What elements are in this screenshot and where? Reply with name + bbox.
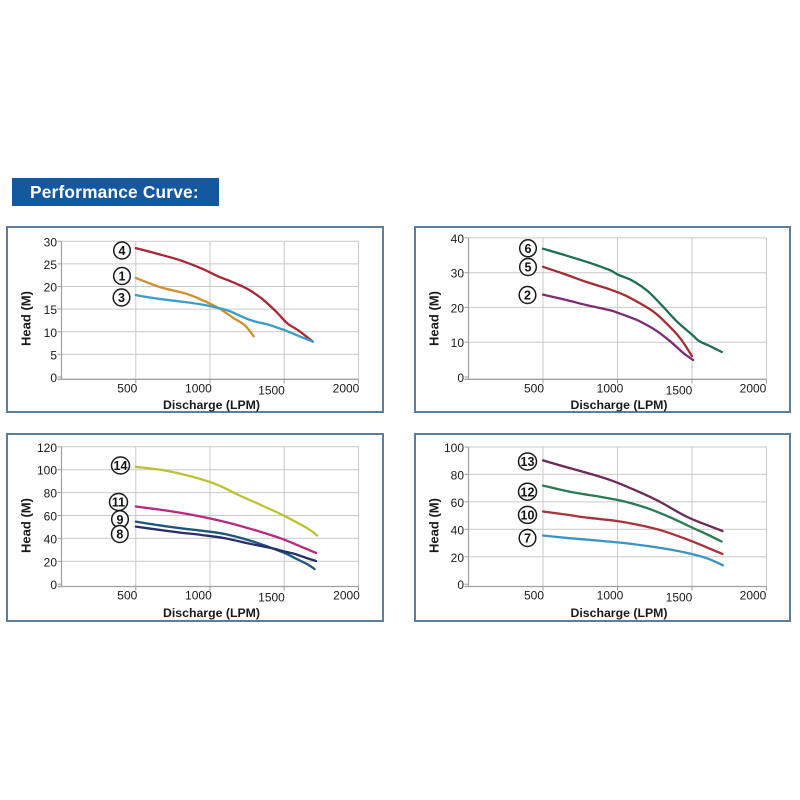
svg-text:1500: 1500 xyxy=(666,384,693,398)
svg-text:2000: 2000 xyxy=(333,382,360,396)
svg-text:6: 6 xyxy=(525,242,532,256)
svg-text:1500: 1500 xyxy=(258,591,285,605)
svg-text:80: 80 xyxy=(451,468,465,482)
svg-text:1: 1 xyxy=(119,270,126,284)
svg-text:40: 40 xyxy=(451,523,465,537)
svg-text:10: 10 xyxy=(44,326,58,340)
svg-text:9: 9 xyxy=(117,513,124,527)
svg-text:15: 15 xyxy=(44,303,58,317)
svg-text:500: 500 xyxy=(117,382,137,396)
svg-text:100: 100 xyxy=(37,464,57,478)
svg-text:2000: 2000 xyxy=(740,382,767,396)
svg-text:30: 30 xyxy=(44,235,58,249)
svg-text:4: 4 xyxy=(119,244,126,258)
svg-text:40: 40 xyxy=(451,232,465,246)
svg-text:1500: 1500 xyxy=(258,384,285,398)
svg-text:0: 0 xyxy=(457,371,464,385)
svg-text:2000: 2000 xyxy=(740,589,767,603)
svg-text:0: 0 xyxy=(50,371,57,385)
svg-text:Head (M): Head (M) xyxy=(19,498,34,553)
svg-text:60: 60 xyxy=(44,510,58,524)
svg-text:Head (M): Head (M) xyxy=(427,291,442,346)
svg-text:11: 11 xyxy=(112,496,125,510)
svg-text:Discharge (LPM): Discharge (LPM) xyxy=(163,606,260,620)
svg-text:0: 0 xyxy=(457,578,464,592)
svg-text:20: 20 xyxy=(451,551,465,565)
svg-text:10: 10 xyxy=(521,509,535,523)
svg-text:120: 120 xyxy=(37,441,57,455)
svg-text:12: 12 xyxy=(521,485,535,499)
svg-text:80: 80 xyxy=(44,487,58,501)
svg-text:20: 20 xyxy=(451,301,465,315)
svg-text:500: 500 xyxy=(117,589,137,603)
svg-text:500: 500 xyxy=(524,589,544,603)
svg-text:14: 14 xyxy=(114,459,128,473)
svg-text:Discharge (LPM): Discharge (LPM) xyxy=(163,398,260,412)
svg-text:25: 25 xyxy=(44,258,58,272)
svg-text:8: 8 xyxy=(116,528,123,542)
svg-text:Discharge (LPM): Discharge (LPM) xyxy=(570,398,667,412)
svg-text:20: 20 xyxy=(44,555,58,569)
svg-text:3: 3 xyxy=(118,291,125,305)
svg-text:60: 60 xyxy=(451,496,465,510)
svg-text:2: 2 xyxy=(524,289,531,303)
svg-text:5: 5 xyxy=(525,261,532,275)
svg-text:1500: 1500 xyxy=(666,591,693,605)
svg-text:100: 100 xyxy=(444,441,464,455)
svg-text:13: 13 xyxy=(521,455,535,469)
svg-text:7: 7 xyxy=(524,532,531,546)
svg-text:40: 40 xyxy=(44,532,58,546)
svg-text:5: 5 xyxy=(50,348,57,362)
svg-text:1000: 1000 xyxy=(597,382,624,396)
svg-text:10: 10 xyxy=(451,336,465,350)
svg-text:30: 30 xyxy=(451,267,465,281)
svg-text:2000: 2000 xyxy=(333,589,360,603)
svg-text:20: 20 xyxy=(44,281,58,295)
svg-text:Head (M): Head (M) xyxy=(427,498,442,553)
svg-text:0: 0 xyxy=(50,578,57,592)
svg-text:1000: 1000 xyxy=(185,382,212,396)
svg-text:Head (M): Head (M) xyxy=(19,291,34,346)
svg-text:Discharge (LPM): Discharge (LPM) xyxy=(570,606,667,620)
svg-text:1000: 1000 xyxy=(185,589,212,603)
svg-text:500: 500 xyxy=(524,382,544,396)
svg-text:1000: 1000 xyxy=(597,589,624,603)
